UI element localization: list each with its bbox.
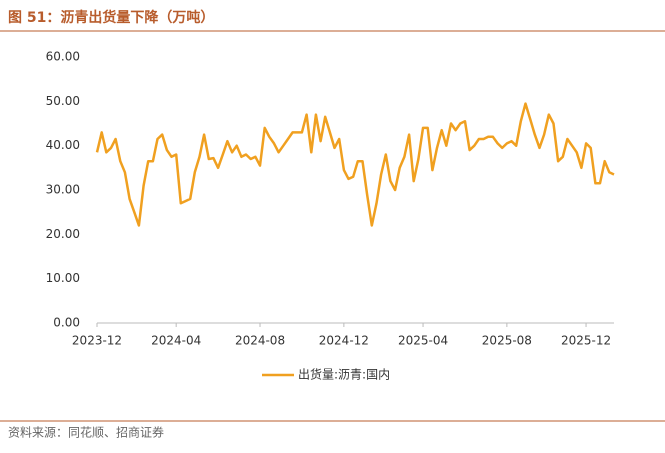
y-tick-label: 50.00: [46, 94, 80, 108]
y-tick-label: 30.00: [46, 183, 80, 197]
x-tick-label: 2025-12: [561, 334, 611, 348]
x-tick-label: 2024-12: [319, 334, 369, 348]
x-tick-label: 2024-08: [235, 334, 285, 348]
x-tick-label: 2024-04: [151, 334, 201, 348]
source-note: 资料来源：同花顺、招商证券: [8, 425, 164, 440]
x-tick-label: 2023-12: [72, 334, 122, 348]
legend-label: 出货量:沥青:国内: [298, 367, 390, 382]
y-tick-label: 40.00: [46, 138, 80, 152]
chart-title: 图 51：沥青出货量下降（万吨）: [8, 9, 214, 26]
x-tick-label: 2025-08: [482, 334, 532, 348]
x-tick-label: 2025-04: [398, 334, 448, 348]
y-tick-label: 60.00: [46, 50, 80, 64]
y-tick-label: 0.00: [53, 316, 80, 330]
series-line: [95, 102, 615, 227]
y-tick-label: 20.00: [46, 227, 80, 241]
y-tick-label: 10.00: [46, 271, 80, 285]
